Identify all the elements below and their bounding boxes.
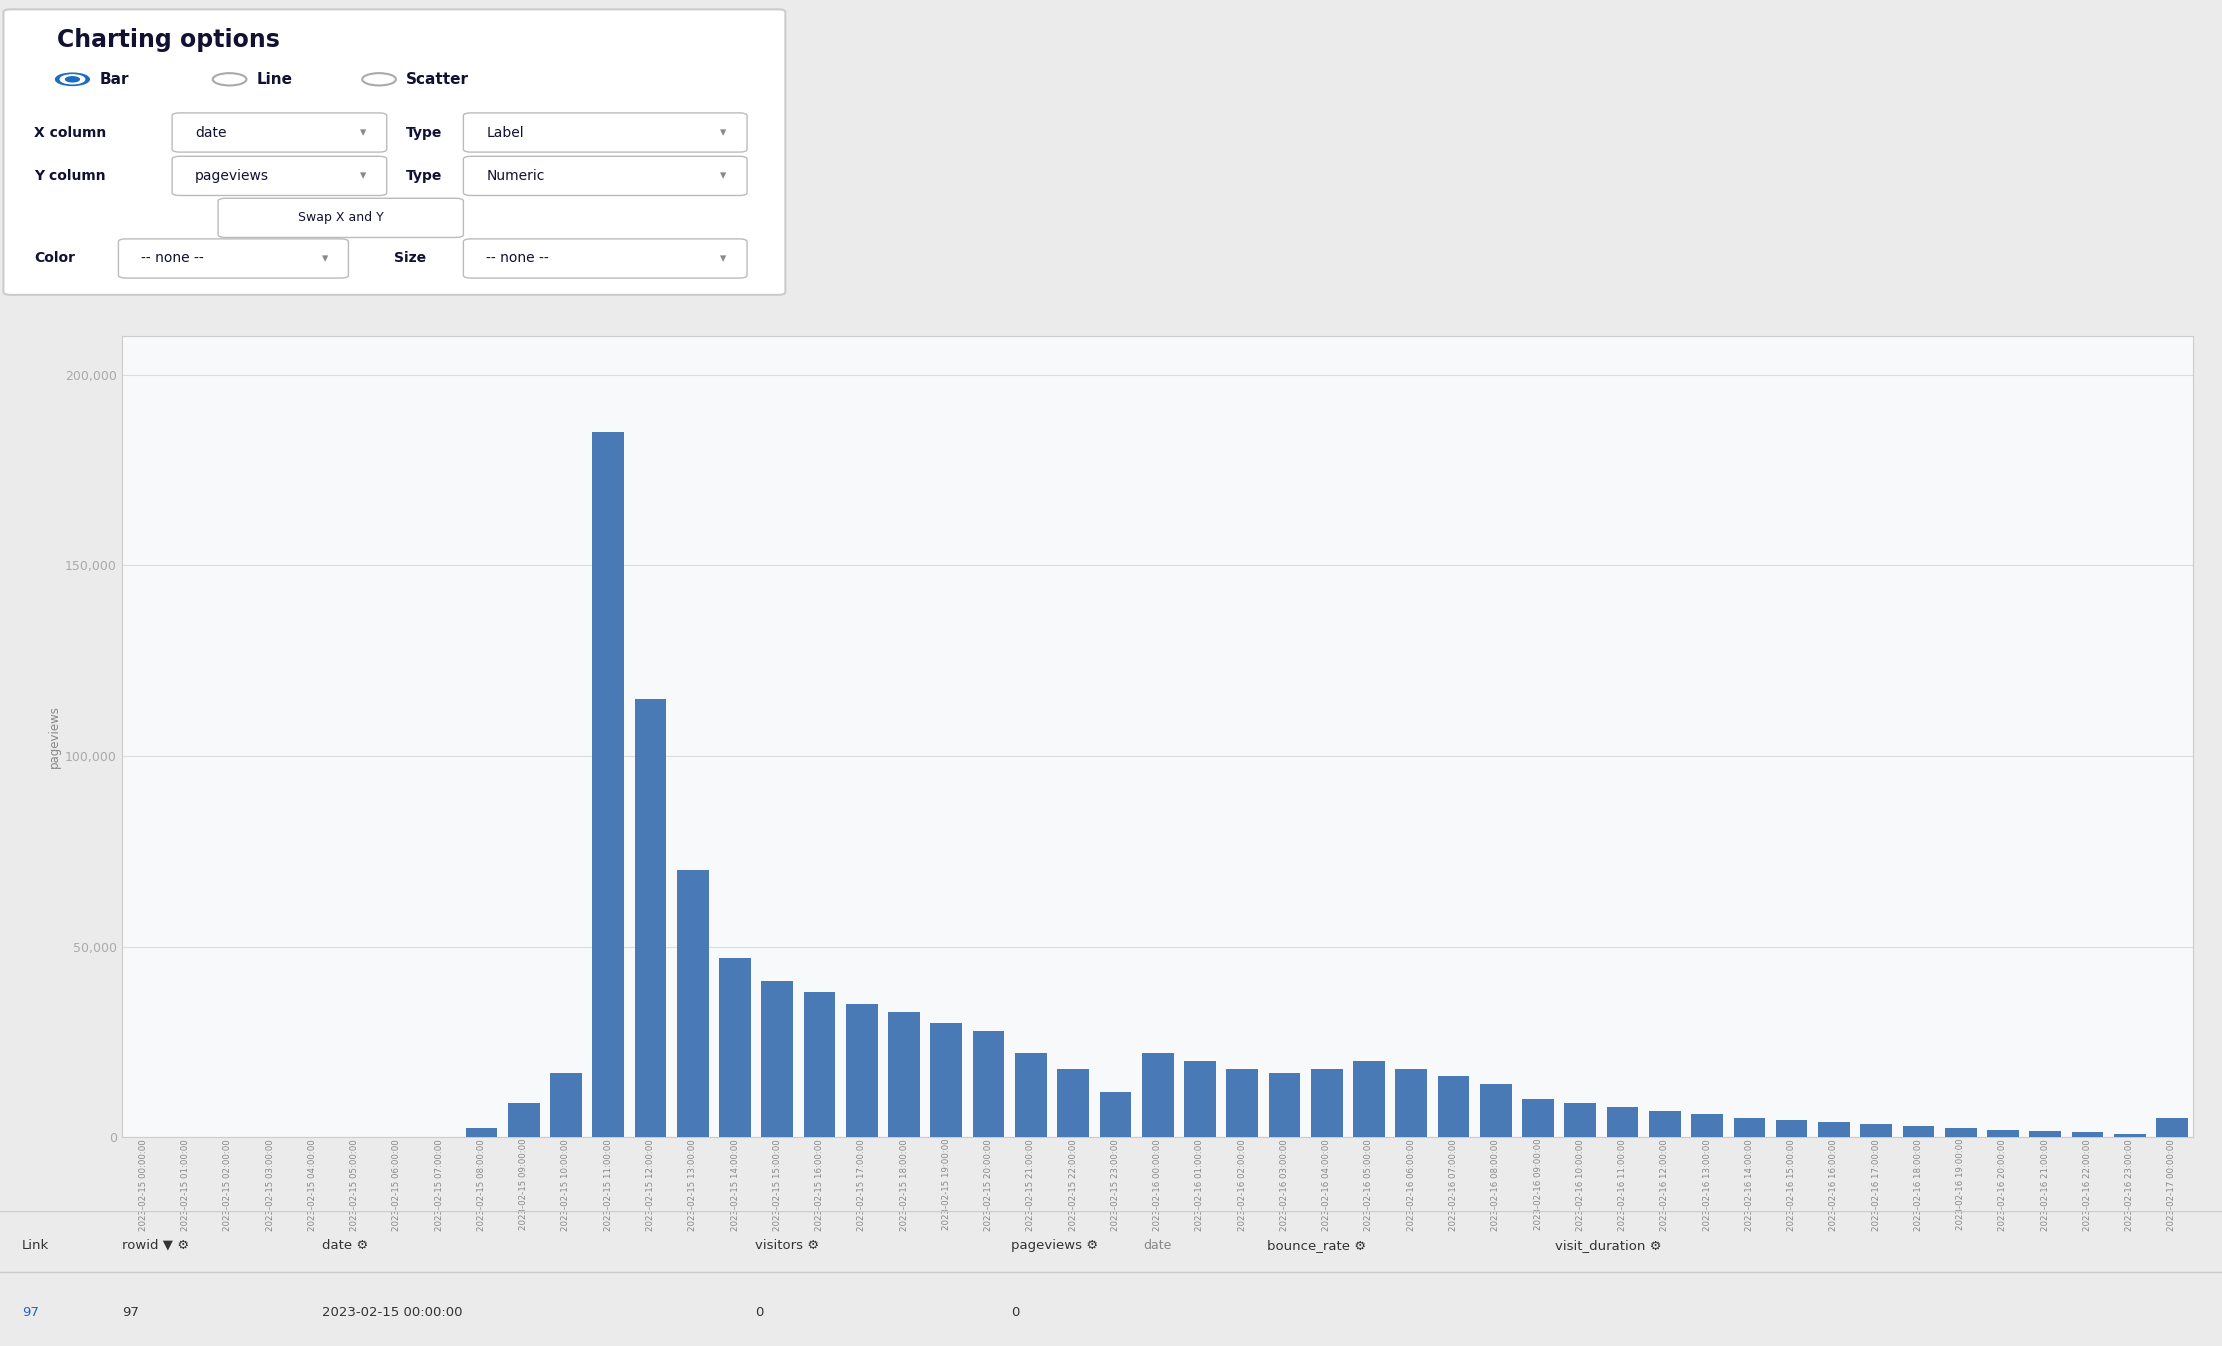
Bar [1353,1061,1384,1137]
Circle shape [60,75,84,83]
Bar [1733,1119,1764,1137]
Bar [1522,1100,1553,1137]
Circle shape [56,73,89,85]
Bar [1311,1069,1342,1137]
Bar [973,1031,1004,1137]
Text: Numeric: Numeric [487,168,544,183]
Text: pageviews ⚙: pageviews ⚙ [1011,1238,1098,1252]
Text: Y column: Y column [33,168,107,183]
Bar [1184,1061,1215,1137]
Text: 97: 97 [22,1306,40,1319]
Bar [635,699,667,1137]
Bar [509,1104,540,1137]
Text: 0: 0 [1011,1306,1020,1319]
FancyBboxPatch shape [464,238,747,279]
FancyBboxPatch shape [464,156,747,195]
Bar [1438,1077,1469,1137]
Bar [2113,1133,2146,1137]
Bar [931,1023,962,1137]
Text: ▾: ▾ [720,127,727,139]
FancyBboxPatch shape [118,238,349,279]
Bar [804,992,835,1137]
Bar [1058,1069,1089,1137]
Bar [1142,1054,1173,1137]
Bar [1860,1124,1891,1137]
Bar [2029,1131,2062,1137]
Text: rowid ▼ ⚙: rowid ▼ ⚙ [122,1238,189,1252]
Text: visit_duration ⚙: visit_duration ⚙ [1555,1238,1662,1252]
Bar [1269,1073,1300,1137]
Bar [467,1128,498,1137]
FancyBboxPatch shape [218,198,464,237]
Text: Charting options: Charting options [58,28,280,52]
Text: date ⚙: date ⚙ [322,1238,369,1252]
Bar [1944,1128,1978,1137]
X-axis label: date: date [1144,1238,1171,1252]
Bar [1395,1069,1427,1137]
Bar [762,981,793,1137]
Bar [2071,1132,2104,1137]
Text: pageviews: pageviews [196,168,269,183]
Text: ▾: ▾ [720,170,727,183]
Bar [1986,1129,2020,1137]
Text: 97: 97 [122,1306,140,1319]
Bar [1480,1084,1511,1137]
FancyBboxPatch shape [464,113,747,152]
Bar [889,1012,920,1137]
Bar [2155,1119,2189,1137]
Bar [1649,1110,1680,1137]
Bar [1607,1106,1638,1137]
Text: X column: X column [33,125,107,140]
Text: -- none --: -- none -- [487,252,549,265]
Text: Bar: Bar [100,71,129,86]
Bar [593,432,624,1137]
Text: bounce_rate ⚙: bounce_rate ⚙ [1267,1238,1367,1252]
Text: Size: Size [396,252,427,265]
FancyBboxPatch shape [171,113,387,152]
Bar [1691,1114,1722,1137]
Text: Label: Label [487,125,524,140]
Text: visitors ⚙: visitors ⚙ [755,1238,820,1252]
Circle shape [64,77,80,82]
Text: ▾: ▾ [322,252,329,265]
Text: 0: 0 [755,1306,764,1319]
Y-axis label: pageviews: pageviews [47,705,60,769]
Text: Type: Type [407,168,442,183]
Text: -- none --: -- none -- [142,252,204,265]
FancyBboxPatch shape [171,156,387,195]
Bar [847,1004,878,1137]
FancyBboxPatch shape [4,9,784,295]
Bar [551,1073,582,1137]
Text: ▾: ▾ [360,170,367,183]
Text: Link: Link [22,1238,49,1252]
Text: ▾: ▾ [720,252,727,265]
Text: Line: Line [256,71,293,86]
Bar [678,871,709,1137]
Bar [1100,1092,1131,1137]
Text: Scatter: Scatter [407,71,469,86]
Text: ▾: ▾ [360,127,367,139]
Bar [1902,1125,1933,1137]
Bar [1015,1054,1047,1137]
Bar [1564,1104,1595,1137]
Bar [1775,1120,1806,1137]
Text: Swap X and Y: Swap X and Y [298,211,384,225]
Text: Color: Color [33,252,76,265]
Bar [1818,1123,1849,1137]
Text: date: date [196,125,227,140]
Bar [720,958,751,1137]
Text: 2023-02-15 00:00:00: 2023-02-15 00:00:00 [322,1306,462,1319]
Bar [1227,1069,1258,1137]
Text: Type: Type [407,125,442,140]
